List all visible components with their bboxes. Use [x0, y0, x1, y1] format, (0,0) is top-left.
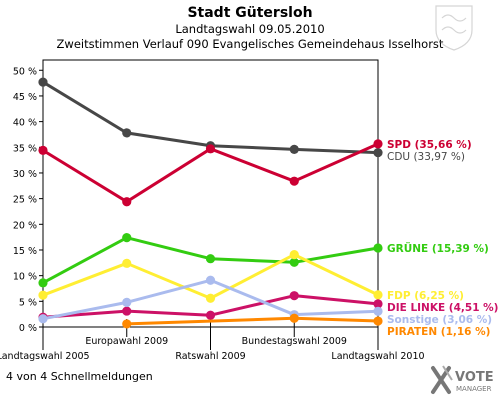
- vote-manager-text-2: MANAGER: [456, 385, 492, 393]
- data-point: [38, 278, 48, 288]
- data-point: [289, 250, 299, 260]
- data-point: [289, 257, 299, 267]
- series-end-label: DIE LINKE (4,51 %): [387, 302, 498, 314]
- y-tick-label: 10 %: [13, 272, 37, 283]
- series-labels: SPD (35,66 %)CDU (33,97 %) GRÜNE (15,39 %…: [387, 139, 498, 338]
- vote-manager-x-icon: [431, 365, 453, 394]
- data-point: [205, 144, 216, 154]
- y-tick-label: 45 %: [13, 92, 37, 103]
- data-point: [205, 275, 216, 285]
- vote-manager-logo: VOTE MANAGER: [431, 365, 494, 394]
- data-point: [289, 291, 299, 301]
- x-tick-label: Europawahl 2009: [85, 336, 168, 347]
- data-point: [122, 258, 132, 268]
- data-point: [289, 144, 299, 154]
- data-point: [122, 233, 132, 243]
- data-point: [38, 77, 48, 87]
- series-end-label: GRÜNE (15,39 %): [387, 241, 489, 255]
- plot-area: [42, 59, 379, 328]
- series-end-label: Sonstige (3,06 %): [387, 314, 492, 326]
- chart-subtitle: Landtagswahl 09.05.2010: [175, 22, 324, 36]
- y-tick-label: 35 %: [13, 143, 37, 154]
- series-end-label: FDP (6,25 %): [387, 290, 464, 302]
- series-end-label: PIRATEN (1,16 %): [387, 326, 490, 338]
- chart-subtitle-2: Zweitstimmen Verlauf 090 Evangelisches G…: [57, 37, 444, 51]
- series-layer: [38, 77, 383, 329]
- data-point: [373, 316, 383, 326]
- data-point: [205, 310, 216, 320]
- y-tick-label: 20 %: [13, 220, 37, 231]
- series-end-label: CDU (33,97 %): [387, 151, 465, 163]
- data-point: [122, 297, 132, 307]
- x-tick-label: Ratswahl 2009: [175, 351, 245, 362]
- data-point: [373, 147, 383, 158]
- data-point: [373, 139, 383, 149]
- coat-of-arms-icon: [435, 5, 473, 51]
- data-point: [38, 314, 48, 324]
- data-point: [289, 176, 299, 186]
- data-point: [122, 319, 132, 329]
- series-end-label: SPD (35,66 %): [387, 139, 472, 151]
- data-point: [122, 128, 132, 138]
- data-point: [122, 197, 132, 207]
- y-tick-label: 15 %: [13, 246, 37, 257]
- y-tick-label: 5 %: [19, 297, 37, 308]
- y-axis: 0 % 5 % 10 % 15 % 20 % 25 % 30 % 35 % 40 % 45 % 50…: [13, 66, 43, 334]
- chart-title: Stadt Gütersloh: [187, 5, 312, 21]
- y-tick-label: 40 %: [13, 118, 37, 129]
- footer-note: 4 von 4 Schnellmeldungen: [6, 370, 153, 383]
- data-point: [373, 299, 383, 309]
- data-point: [289, 313, 299, 323]
- data-point: [205, 254, 216, 264]
- y-tick-label: 50 %: [13, 66, 37, 77]
- x-tick-label: Bundestagswahl 2009: [242, 336, 347, 347]
- x-tick-label: Landtagswahl 2005: [0, 351, 90, 362]
- data-point: [38, 290, 48, 300]
- data-point: [373, 290, 383, 300]
- y-tick-label: 25 %: [13, 195, 37, 206]
- x-tick-label: Landtagswahl 2010: [331, 351, 424, 362]
- vote-manager-text-1: VOTE: [455, 370, 494, 385]
- data-point: [373, 243, 383, 253]
- data-point: [122, 306, 132, 316]
- data-point: [205, 293, 216, 303]
- y-tick-label: 0 %: [19, 323, 37, 334]
- data-point: [38, 145, 48, 155]
- y-tick-label: 30 %: [13, 169, 37, 180]
- data-point: [373, 306, 383, 316]
